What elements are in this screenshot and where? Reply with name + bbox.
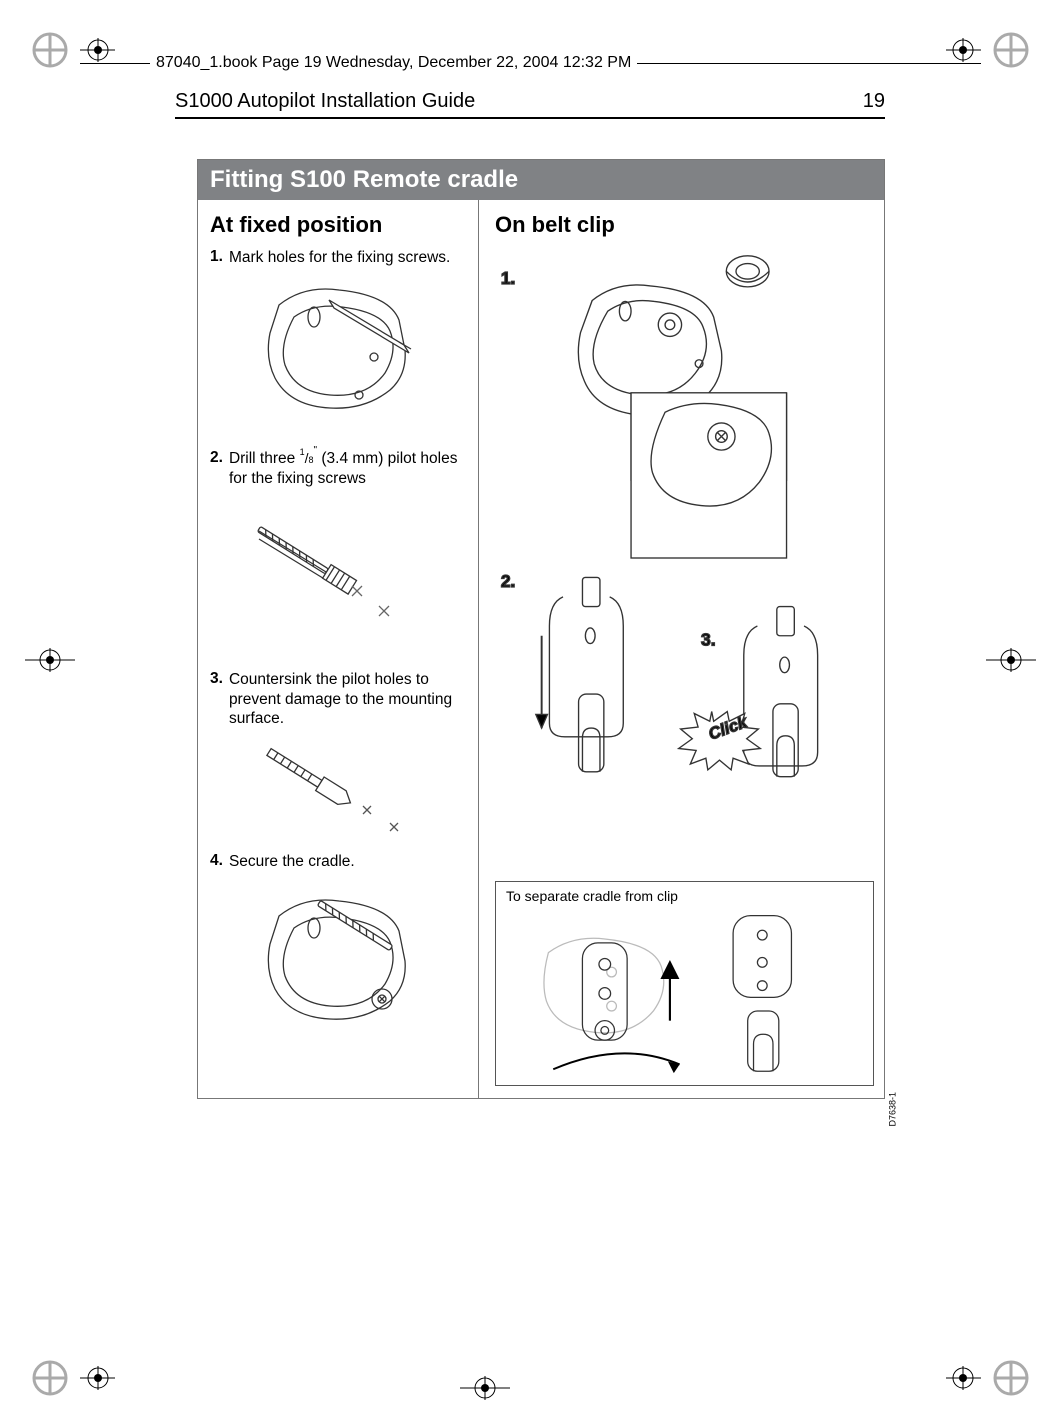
step-1: 1. Mark holes for the fixing screws. xyxy=(210,248,468,267)
svg-text:2.: 2. xyxy=(501,571,516,591)
step-3: 3. Countersink the pilot holes to preven… xyxy=(210,670,468,728)
running-header: S1000 Autopilot Installation Guide 19 xyxy=(175,90,885,119)
box-title: Fitting S100 Remote cradle xyxy=(198,160,884,200)
page-content: S1000 Autopilot Installation Guide 19 Fi… xyxy=(175,90,885,1099)
header-text: 87040_1.book Page 19 Wednesday, December… xyxy=(150,54,637,72)
step-2: 2. Drill three 1/8" (3.4 mm) pilot holes… xyxy=(210,449,468,488)
separate-cradle-diagram xyxy=(496,904,873,1079)
crop-mark-icon xyxy=(455,1368,515,1408)
figure-reference: D7638-1 xyxy=(888,1092,898,1127)
illustration-secure-cradle xyxy=(210,876,468,1056)
page-number: 19 xyxy=(863,90,885,113)
svg-text:1.: 1. xyxy=(501,268,516,288)
crop-mark-icon xyxy=(20,640,80,680)
crop-mark-icon xyxy=(941,1348,1041,1408)
crop-mark-icon xyxy=(981,640,1041,680)
column-fixed-position: At fixed position 1. Mark holes for the … xyxy=(198,200,478,1098)
separate-cradle-label: To separate cradle from clip xyxy=(496,882,873,904)
illustration-mark-holes xyxy=(210,271,468,439)
running-title: S1000 Autopilot Installation Guide xyxy=(175,90,475,113)
illustration-countersink xyxy=(210,732,468,842)
right-subtitle: On belt clip xyxy=(495,212,874,238)
illustration-drill-holes xyxy=(210,492,468,660)
column-belt-clip: On belt clip 1. xyxy=(479,200,884,1098)
separate-cradle-box: To separate cradle from clip xyxy=(495,881,874,1086)
step-4: 4. Secure the cradle. xyxy=(210,852,468,871)
printer-header: 87040_1.book Page 19 Wednesday, December… xyxy=(80,54,981,72)
svg-text:3.: 3. xyxy=(701,629,716,649)
left-subtitle: At fixed position xyxy=(210,212,468,238)
crop-mark-icon xyxy=(20,1348,120,1408)
belt-clip-diagram: 1. xyxy=(495,248,874,868)
instruction-box: Fitting S100 Remote cradle At fixed posi… xyxy=(197,159,885,1099)
